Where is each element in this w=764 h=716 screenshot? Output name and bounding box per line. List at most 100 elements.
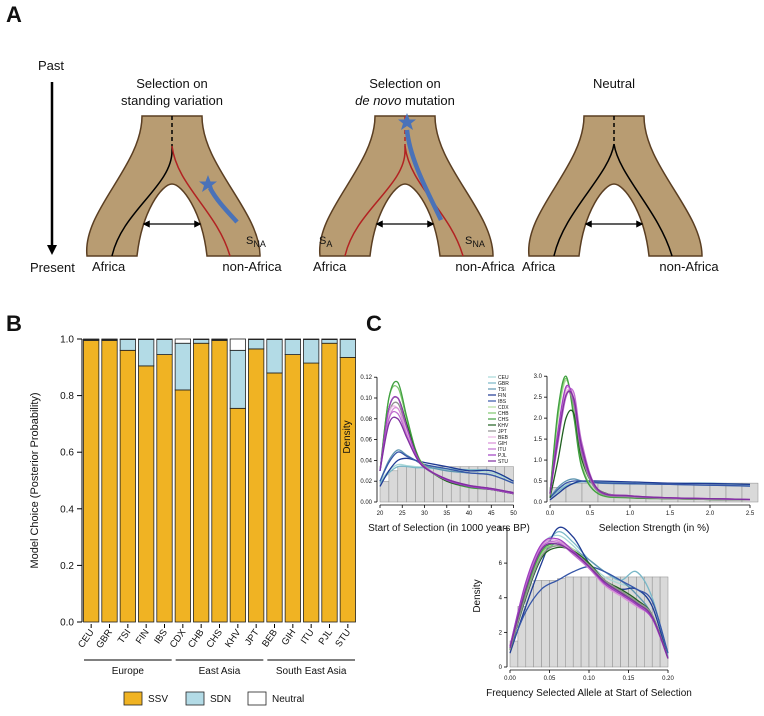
x-tick-label: ITU	[299, 627, 317, 646]
legend-label: Neutral	[272, 694, 304, 705]
histogram-bar	[504, 466, 514, 503]
x-tick-label: CEU	[76, 627, 97, 650]
x-tick-label: 0.0	[546, 511, 555, 517]
y-tick-label: 1.0	[534, 458, 543, 464]
panel-label: B	[6, 311, 22, 336]
y-tick-label: 0.06	[360, 438, 372, 444]
x-tick-label: STU	[333, 627, 353, 649]
histogram-bar	[549, 580, 558, 668]
x-tick-label: 1.0	[626, 511, 635, 517]
bar-segment	[119, 339, 136, 351]
legend-label: STU	[498, 459, 508, 465]
bar-segment	[284, 338, 301, 340]
x-axis-label: Start of Selection (in 1000 years BP)	[368, 523, 530, 534]
y-tick-label: 2.0	[534, 416, 543, 422]
region-label: non-Africa	[222, 259, 282, 274]
label-main: S	[465, 235, 472, 247]
histogram-bar	[433, 466, 443, 503]
time-label: Present	[30, 260, 75, 275]
x-tick-label: 35	[443, 511, 450, 517]
legend-label: CDX	[498, 405, 509, 411]
bar-segment	[156, 339, 173, 355]
x-tick-label: 0.15	[623, 676, 635, 682]
bar-segment	[211, 338, 228, 340]
x-tick-label: 2.5	[746, 511, 755, 517]
legend-label: GIH	[498, 441, 507, 447]
y-tick-label: 0.12	[360, 375, 372, 381]
histogram-bar	[406, 466, 416, 503]
histogram-bar	[397, 466, 407, 503]
star	[398, 113, 416, 130]
scenario-title: Selection on	[369, 76, 441, 91]
tree	[85, 115, 261, 257]
density-line	[379, 395, 514, 495]
legend-label: KHV	[498, 423, 509, 429]
bar-segment	[101, 340, 118, 623]
legend-label: CEU	[498, 375, 509, 381]
bar-segment	[193, 338, 210, 340]
bar-segment	[303, 362, 320, 623]
scenario-title: standing variation	[121, 93, 223, 108]
y-tick-label: 0	[499, 665, 503, 671]
bar-segment	[119, 338, 136, 340]
histogram-bar	[557, 578, 566, 668]
x-tick-label: CDX	[168, 627, 189, 650]
bar-segment	[138, 338, 155, 340]
legend-label: SSV	[148, 694, 168, 705]
bar-segment	[119, 349, 136, 623]
density-line	[509, 545, 669, 659]
y-axis-label: Model Choice (Posterior Probability)	[29, 392, 41, 568]
histogram-bar	[741, 482, 759, 503]
y-tick-label: 0.8	[60, 391, 74, 402]
histogram-bar	[659, 576, 669, 668]
bar-segment	[266, 338, 283, 340]
lineage	[171, 145, 231, 257]
legend-label: JPT	[498, 429, 507, 435]
x-tick-label: BEB	[260, 627, 280, 649]
histogram-bar	[541, 580, 550, 668]
legend-label: IBS	[498, 399, 507, 405]
scenario-title: Selection on	[136, 76, 208, 91]
legend-label: CHS	[498, 417, 509, 423]
y-tick-label: 1.5	[534, 437, 543, 443]
bar-segment	[83, 340, 100, 623]
selection-label: SNA	[465, 235, 485, 249]
y-tick-label: 1.0	[60, 335, 74, 346]
y-tick-label: 0.10	[360, 396, 372, 402]
y-tick-label: 4	[499, 596, 503, 602]
panel-label: C	[366, 311, 382, 336]
y-tick-label: 0.0	[534, 500, 543, 506]
x-tick-label: 25	[399, 511, 406, 517]
histogram-bar	[468, 466, 479, 503]
x-tick-label: 1.5	[666, 511, 675, 517]
lineage	[111, 146, 173, 257]
y-tick-label: 0.08	[360, 417, 372, 423]
x-tick-label: 20	[377, 511, 384, 517]
x-tick-label: 45	[488, 511, 495, 517]
density-line	[549, 390, 751, 501]
x-tick-label: 0.5	[586, 511, 595, 517]
x-axis-label: Frequency Selected Allele at Start of Se…	[486, 688, 692, 699]
bar-segment	[156, 338, 173, 340]
y-tick-label: 0.02	[360, 479, 372, 485]
legend-swatch	[185, 691, 205, 706]
bar-segment	[156, 354, 173, 623]
legend-label: FIN	[498, 393, 506, 399]
histogram-bar	[442, 466, 452, 503]
x-tick-label: 0.00	[504, 676, 516, 682]
x-axis-label: Selection Strength (in %)	[599, 523, 710, 534]
x-tick-label: TSI	[116, 627, 133, 645]
scenario: Selection on standing variation SNA Afri…	[85, 76, 282, 274]
region-label: Africa	[92, 259, 126, 274]
bar-segment	[339, 338, 356, 340]
bar-segment	[321, 342, 338, 623]
region-label: non-Africa	[455, 259, 515, 274]
bar-segment	[321, 339, 338, 344]
title-rest: mutation	[401, 93, 454, 108]
legend-label: SDN	[210, 694, 231, 705]
group-label: East Asia	[199, 666, 241, 677]
bar-segment	[248, 338, 265, 340]
x-tick-label: CHS	[204, 627, 225, 650]
bar-segment	[284, 354, 301, 623]
x-tick-label: PJL	[317, 627, 335, 647]
